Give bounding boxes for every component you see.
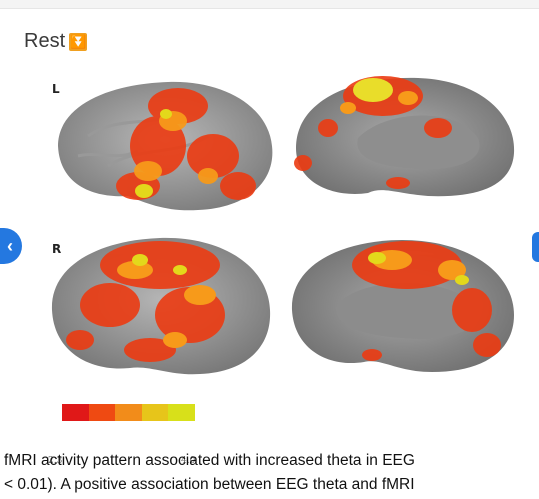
right-hemisphere-label: R (52, 242, 62, 256)
next-button[interactable] (532, 232, 539, 262)
figure-caption: fMRI activity pattern associated with in… (0, 449, 539, 497)
left-hemisphere-label: L (52, 82, 60, 96)
section-title: Rest (24, 30, 66, 52)
color-scale-step-3 (115, 404, 142, 421)
color-scale-step-5 (168, 404, 195, 421)
color-scale-step-4 (141, 404, 169, 421)
fmri-figure: L R (0, 64, 539, 466)
top-divider (0, 0, 539, 9)
scale-max-label: 4.0 (181, 456, 196, 466)
chevron-left-icon: ‹ (7, 235, 13, 256)
color-scale-step-2 (88, 404, 116, 421)
color-scale-step-1 (62, 404, 89, 421)
double-chevron-down-icon[interactable]: ⏬ (69, 32, 88, 51)
section-header: Rest ⏬ (24, 30, 88, 53)
scale-min-label: 2.3 (48, 456, 63, 466)
color-scale-bar (62, 404, 195, 421)
brain-medial-left (294, 76, 515, 197)
brain-lateral-left (58, 81, 273, 211)
brain-medial-right (291, 240, 514, 372)
caption-line-1: fMRI activity pattern associated with in… (4, 452, 415, 469)
previous-button[interactable]: ‹ (0, 228, 22, 264)
caption-line-2: < 0.01). A positive association between … (4, 476, 415, 493)
brain-lateral-right (51, 237, 271, 375)
